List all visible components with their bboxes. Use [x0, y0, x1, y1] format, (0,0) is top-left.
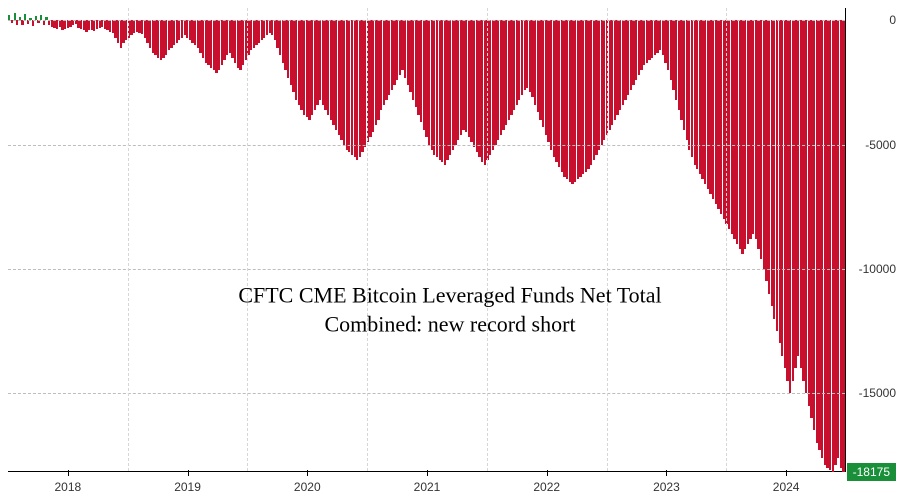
x-gridline: [607, 8, 608, 471]
x-tick-mark: [666, 470, 667, 476]
x-tick-mark: [68, 470, 69, 476]
x-tick-label: 2020: [294, 480, 321, 494]
x-tick-label: 2018: [54, 480, 81, 494]
x-tick-label: 2023: [653, 480, 680, 494]
data-bar: [842, 20, 844, 472]
y-gridline: [8, 393, 845, 394]
x-gridline: [487, 8, 488, 471]
x-tick-label: 2022: [533, 480, 560, 494]
y-tick-label: 0: [889, 13, 896, 27]
chart-title-line1: CFTC CME Bitcoin Leveraged Funds Net Tot…: [238, 281, 661, 310]
y-tick-label: -5000: [865, 138, 896, 152]
chart-title-line2: Combined: new record short: [238, 310, 661, 339]
x-gridline: [726, 8, 727, 471]
chart-title: CFTC CME Bitcoin Leveraged Funds Net Tot…: [238, 281, 661, 338]
bar-series: [8, 8, 845, 471]
x-tick-mark: [786, 470, 787, 476]
x-tick-label: 2021: [414, 480, 441, 494]
x-tick-mark: [547, 470, 548, 476]
x-gridline: [367, 8, 368, 471]
x-gridline: [247, 8, 248, 471]
x-tick-mark: [307, 470, 308, 476]
y-gridline: [8, 269, 845, 270]
chart-plot-area: [8, 8, 846, 472]
x-tick-mark: [188, 470, 189, 476]
last-value-badge: -18175: [847, 463, 896, 481]
x-tick-mark: [427, 470, 428, 476]
y-tick-label: -15000: [859, 386, 896, 400]
x-gridline: [128, 8, 129, 471]
data-bar: [14, 13, 16, 20]
y-gridline: [8, 145, 845, 146]
x-tick-label: 2024: [773, 480, 800, 494]
y-tick-label: -10000: [859, 262, 896, 276]
x-tick-label: 2019: [174, 480, 201, 494]
y-gridline: [8, 20, 845, 21]
